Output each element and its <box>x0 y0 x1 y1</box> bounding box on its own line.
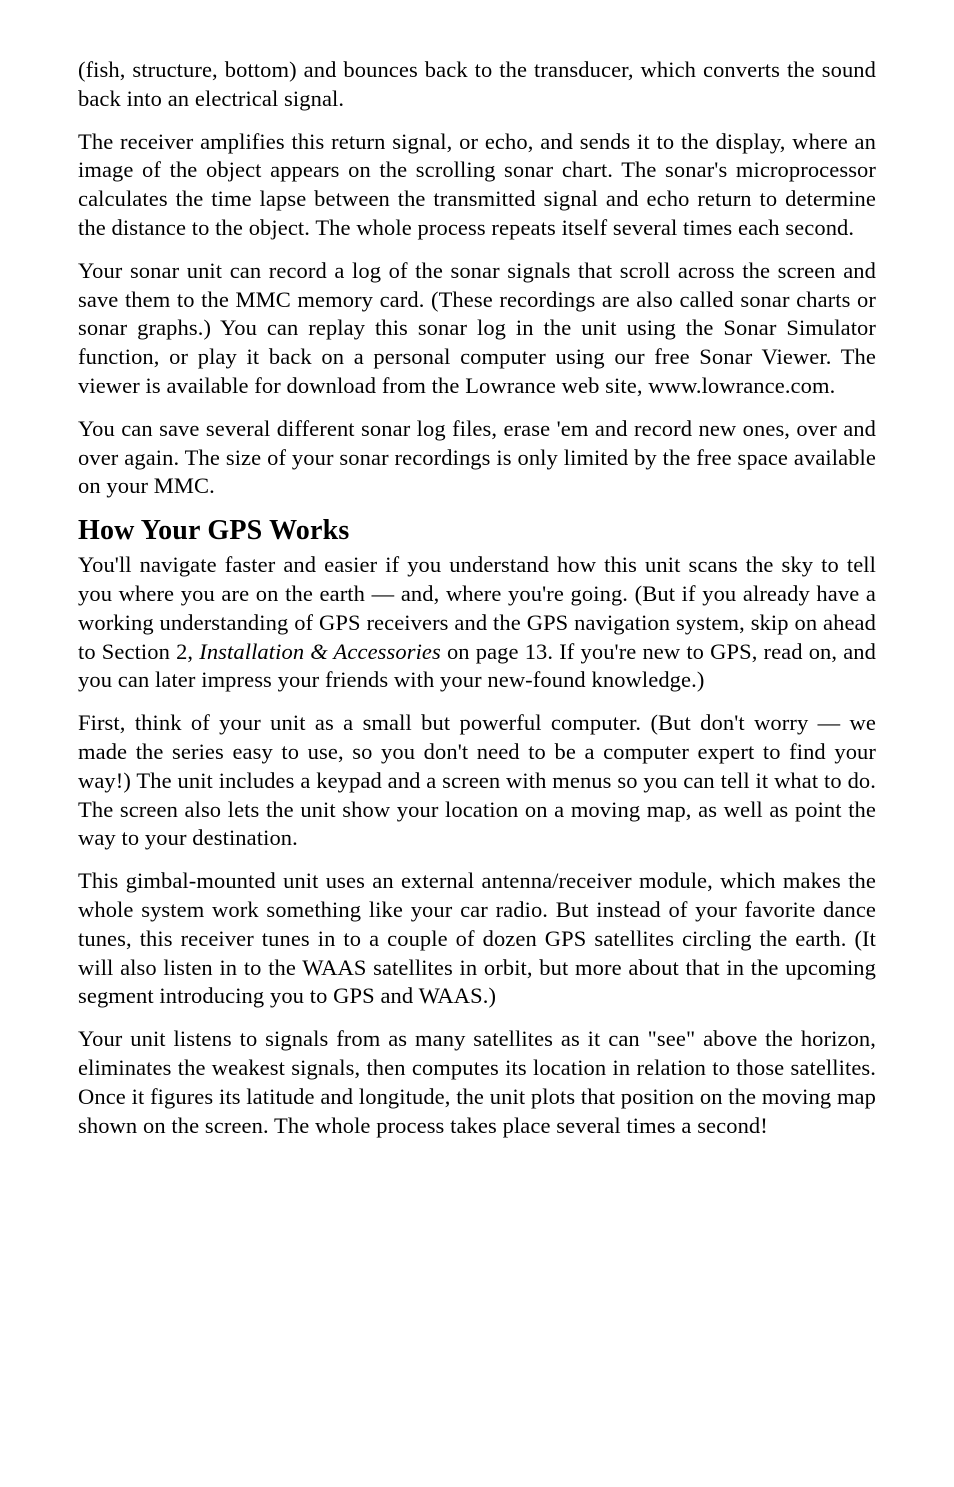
paragraph-satellites: Your unit listens to signals from as man… <box>78 1025 876 1140</box>
document-page: (fish, structure, bottom) and bounces ba… <box>0 0 954 1487</box>
paragraph-sonar-signal: (fish, structure, bottom) and bounces ba… <box>78 56 876 114</box>
para5-italic-installation: Installation & Accessories <box>199 639 441 664</box>
heading-gps-works: How Your GPS Works <box>78 515 876 547</box>
paragraph-gimbal: This gimbal-mounted unit uses an externa… <box>78 867 876 1011</box>
paragraph-computer: First, think of your unit as a small but… <box>78 709 876 853</box>
paragraph-sonar-log: Your sonar unit can record a log of the … <box>78 257 876 401</box>
paragraph-receiver: The receiver amplifies this return signa… <box>78 128 876 243</box>
paragraph-log-files: You can save several different sonar log… <box>78 415 876 501</box>
paragraph-navigate: You'll navigate faster and easier if you… <box>78 551 876 695</box>
